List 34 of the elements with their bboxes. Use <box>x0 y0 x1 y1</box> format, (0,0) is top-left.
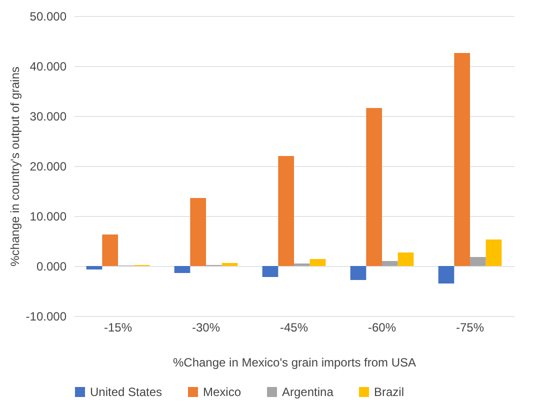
bar <box>486 240 502 266</box>
bar <box>86 266 102 270</box>
x-tick-label: -30% <box>192 320 220 334</box>
x-tick-label: -60% <box>368 320 396 334</box>
x-tick-label: -75% <box>456 320 484 334</box>
x-tick-label: -15% <box>104 320 132 334</box>
bar <box>350 266 366 280</box>
y-tick-label: -10.000 <box>26 310 67 324</box>
x-axis-title: %Change in Mexico's grain imports from USA <box>172 356 416 370</box>
bar <box>454 53 470 266</box>
bar <box>102 234 118 266</box>
x-tick-label: -45% <box>280 320 308 334</box>
y-tick-label: 20.000 <box>30 160 67 174</box>
bar <box>278 156 294 266</box>
legend-label: United States <box>90 385 162 399</box>
bar <box>366 108 382 266</box>
bar <box>174 266 190 273</box>
y-tick-label: 0.000 <box>36 260 67 274</box>
bar <box>222 263 238 266</box>
bar <box>438 266 454 284</box>
bar <box>382 261 398 266</box>
y-tick-label: 10.000 <box>30 210 67 224</box>
bar <box>398 252 414 266</box>
y-tick-label: 50.000 <box>30 10 67 24</box>
legend-label: Mexico <box>203 385 242 399</box>
y-tick-label: 30.000 <box>30 110 67 124</box>
y-tick-label: 40.000 <box>30 60 67 74</box>
bar <box>190 198 206 266</box>
bar <box>470 257 486 266</box>
legend-label: Brazil <box>374 385 404 399</box>
legend-label: Argentina <box>282 385 334 399</box>
bar <box>262 266 278 277</box>
y-axis-title: %change in country's output of grains <box>8 66 22 266</box>
bar <box>310 259 326 266</box>
